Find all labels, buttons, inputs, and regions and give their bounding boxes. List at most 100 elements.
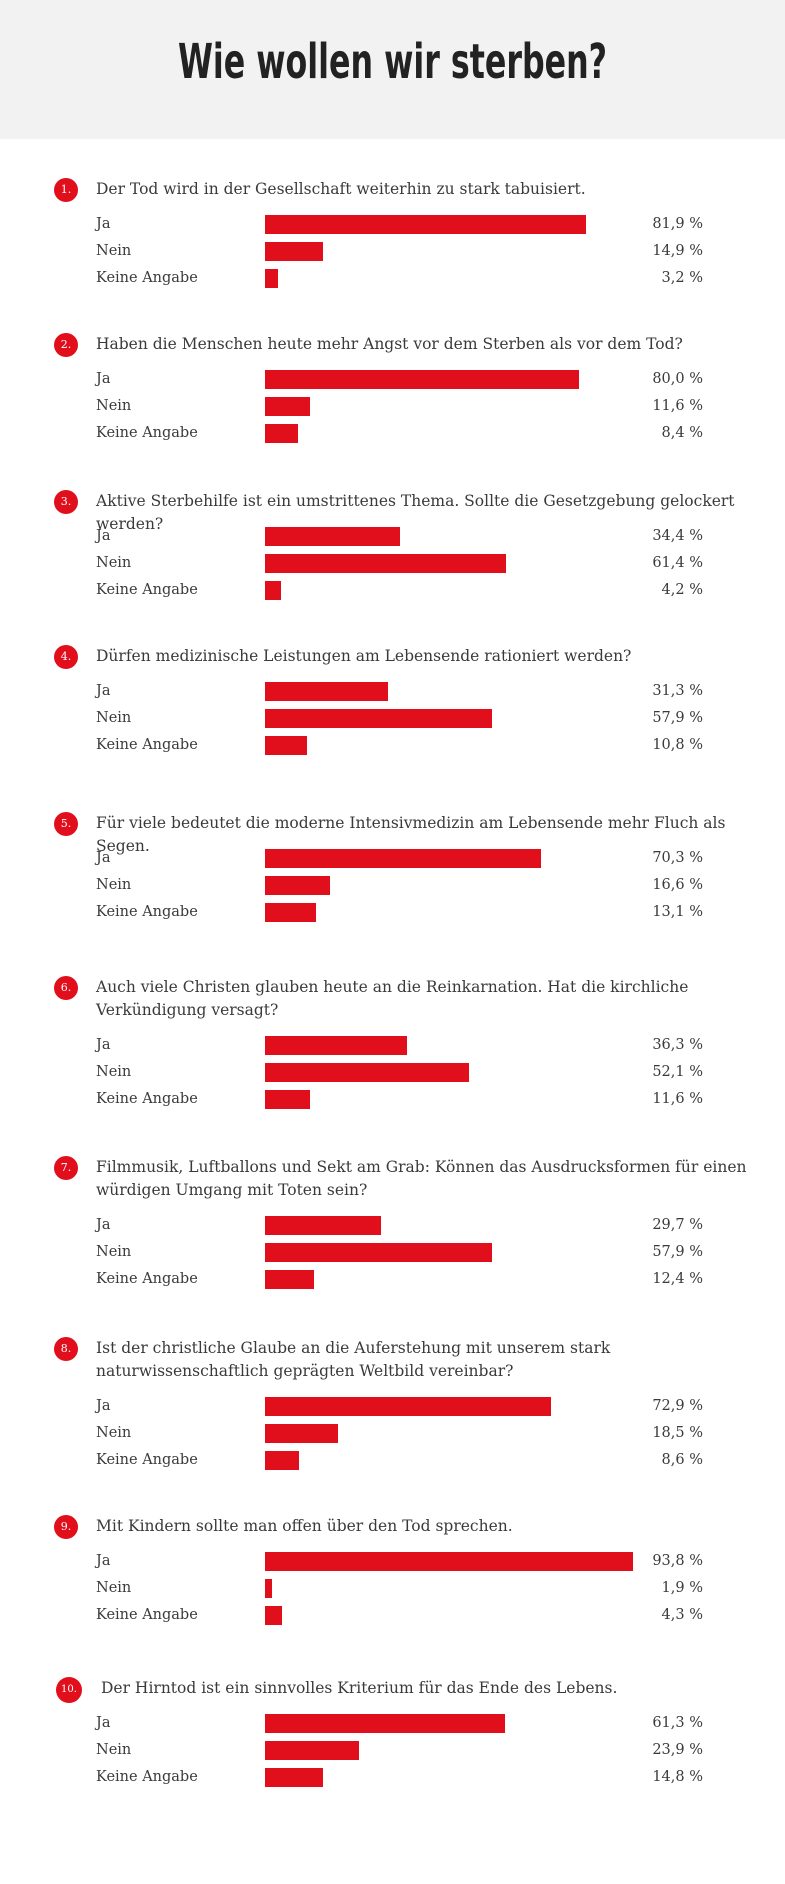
- percentage-label: 13,1 %: [652, 904, 703, 920]
- answer-row-nein: Nein 14,9 %: [0, 240, 785, 262]
- percentage-label: 36,3 %: [652, 1037, 703, 1053]
- question-text: Dürfen medizinische Leistungen am Lebens…: [96, 647, 632, 665]
- question-number-badge: 1.: [54, 178, 78, 202]
- percentage-label: 14,9 %: [652, 243, 703, 259]
- question-text: Für viele bedeutet die moderne Intensivm…: [96, 814, 726, 855]
- answer-row-nein: Nein 57,9 %: [0, 1241, 785, 1263]
- answer-label: Keine Angabe: [96, 1769, 198, 1785]
- answer-row-nein: Nein 16,6 %: [0, 874, 785, 896]
- percentage-label: 57,9 %: [652, 710, 703, 726]
- percentage-label: 93,8 %: [652, 1553, 703, 1569]
- answer-row-keine-angabe: Keine Angabe 4,2 %: [0, 579, 785, 601]
- answer-row-ja: Ja 34,4 %: [0, 525, 785, 547]
- answer-label: Keine Angabe: [96, 270, 198, 286]
- answer-label: Keine Angabe: [96, 1452, 198, 1468]
- answer-row-nein: Nein 11,6 %: [0, 395, 785, 417]
- percentage-label: 16,6 %: [652, 877, 703, 893]
- percentage-label: 14,8 %: [652, 1769, 703, 1785]
- answer-row-ja: Ja 93,8 %: [0, 1550, 785, 1572]
- answer-row-keine-angabe: Keine Angabe 3,2 %: [0, 267, 785, 289]
- answer-row-keine-angabe: Keine Angabe 14,8 %: [0, 1766, 785, 1788]
- answer-label: Nein: [96, 1742, 132, 1758]
- answer-label: Ja: [96, 1398, 111, 1414]
- question-text: Haben die Menschen heute mehr Angst vor …: [96, 335, 683, 353]
- bar-nein: [265, 1424, 338, 1443]
- percentage-label: 80,0 %: [652, 371, 703, 387]
- answer-row-nein: Nein 23,9 %: [0, 1739, 785, 1761]
- percentage-label: 23,9 %: [652, 1742, 703, 1758]
- bar-keine-angabe: [265, 424, 298, 443]
- question-text: Aktive Sterbehilfe ist ein umstrittenes …: [96, 492, 735, 533]
- question-number-badge: 3.: [54, 490, 78, 514]
- bar-keine-angabe: [265, 903, 317, 922]
- percentage-label: 18,5 %: [652, 1425, 703, 1441]
- percentage-label: 61,4 %: [652, 555, 703, 571]
- answer-label: Nein: [96, 877, 132, 893]
- bar-nein: [265, 554, 506, 573]
- question-number-badge: 7.: [54, 1156, 78, 1180]
- bar-ja: [265, 1216, 382, 1235]
- answer-row-ja: Ja 36,3 %: [0, 1034, 785, 1056]
- percentage-label: 12,4 %: [652, 1271, 703, 1287]
- answer-label: Ja: [96, 1553, 111, 1569]
- bar-ja: [265, 1714, 506, 1733]
- answer-row-nein: Nein 57,9 %: [0, 707, 785, 729]
- answer-label: Ja: [96, 216, 111, 232]
- question-text: Auch viele Christen glauben heute an die…: [96, 978, 689, 1019]
- answer-row-ja: Ja 70,3 %: [0, 847, 785, 869]
- bar-nein: [265, 242, 324, 261]
- percentage-label: 31,3 %: [652, 683, 703, 699]
- bar-ja: [265, 1552, 633, 1571]
- answer-label: Keine Angabe: [96, 904, 198, 920]
- answer-row-ja: Ja 29,7 %: [0, 1214, 785, 1236]
- answer-row-ja: Ja 72,9 %: [0, 1395, 785, 1417]
- percentage-label: 8,6 %: [661, 1452, 703, 1468]
- percentage-label: 34,4 %: [652, 528, 703, 544]
- answer-label: Nein: [96, 1064, 132, 1080]
- percentage-label: 72,9 %: [652, 1398, 703, 1414]
- answer-label: Ja: [96, 528, 111, 544]
- bar-nein: [265, 709, 492, 728]
- bar-ja: [265, 682, 388, 701]
- percentage-label: 4,2 %: [661, 582, 703, 598]
- answer-row-keine-angabe: Keine Angabe 8,4 %: [0, 422, 785, 444]
- percentage-label: 4,3 %: [661, 1607, 703, 1623]
- answer-label: Keine Angabe: [96, 425, 198, 441]
- bar-nein: [265, 876, 331, 895]
- answer-label: Nein: [96, 555, 132, 571]
- percentage-label: 70,3 %: [652, 850, 703, 866]
- bar-keine-angabe: [265, 1451, 299, 1470]
- bar-nein: [265, 1579, 273, 1598]
- answer-label: Keine Angabe: [96, 1091, 198, 1107]
- percentage-label: 61,3 %: [652, 1715, 703, 1731]
- answer-label: Keine Angabe: [96, 582, 198, 598]
- answer-row-nein: Nein 52,1 %: [0, 1061, 785, 1083]
- percentage-label: 29,7 %: [652, 1217, 703, 1233]
- bar-nein: [265, 1243, 492, 1262]
- question-text: Der Hirntod ist ein sinnvolles Kriterium…: [101, 1679, 618, 1697]
- question-text: Mit Kindern sollte man offen über den To…: [96, 1517, 513, 1535]
- question-text: Filmmusik, Luftballons und Sekt am Grab:…: [96, 1158, 747, 1199]
- bar-nein: [265, 1741, 359, 1760]
- answer-label: Ja: [96, 683, 111, 699]
- answer-row-keine-angabe: Keine Angabe 13,1 %: [0, 901, 785, 923]
- question-number-badge: 2.: [54, 333, 78, 357]
- answer-row-keine-angabe: Keine Angabe 8,6 %: [0, 1449, 785, 1471]
- answer-label: Ja: [96, 850, 111, 866]
- bar-keine-angabe: [265, 1768, 324, 1787]
- bar-ja: [265, 215, 587, 234]
- answer-row-nein: Nein 61,4 %: [0, 552, 785, 574]
- bar-keine-angabe: [265, 1090, 311, 1109]
- answer-row-keine-angabe: Keine Angabe 10,8 %: [0, 734, 785, 756]
- bar-ja: [265, 849, 541, 868]
- question-number-badge: 6.: [54, 976, 78, 1000]
- question-number-badge: 5.: [54, 812, 78, 836]
- question-text: Der Tod wird in der Gesellschaft weiterh…: [96, 180, 586, 198]
- question-number-badge: 9.: [54, 1515, 78, 1539]
- percentage-label: 11,6 %: [652, 1091, 703, 1107]
- page-title: Wie wollen wir sterben?: [177, 34, 608, 90]
- bar-keine-angabe: [265, 581, 282, 600]
- percentage-label: 8,4 %: [661, 425, 703, 441]
- bar-ja: [265, 370, 579, 389]
- answer-row-nein: Nein 18,5 %: [0, 1422, 785, 1444]
